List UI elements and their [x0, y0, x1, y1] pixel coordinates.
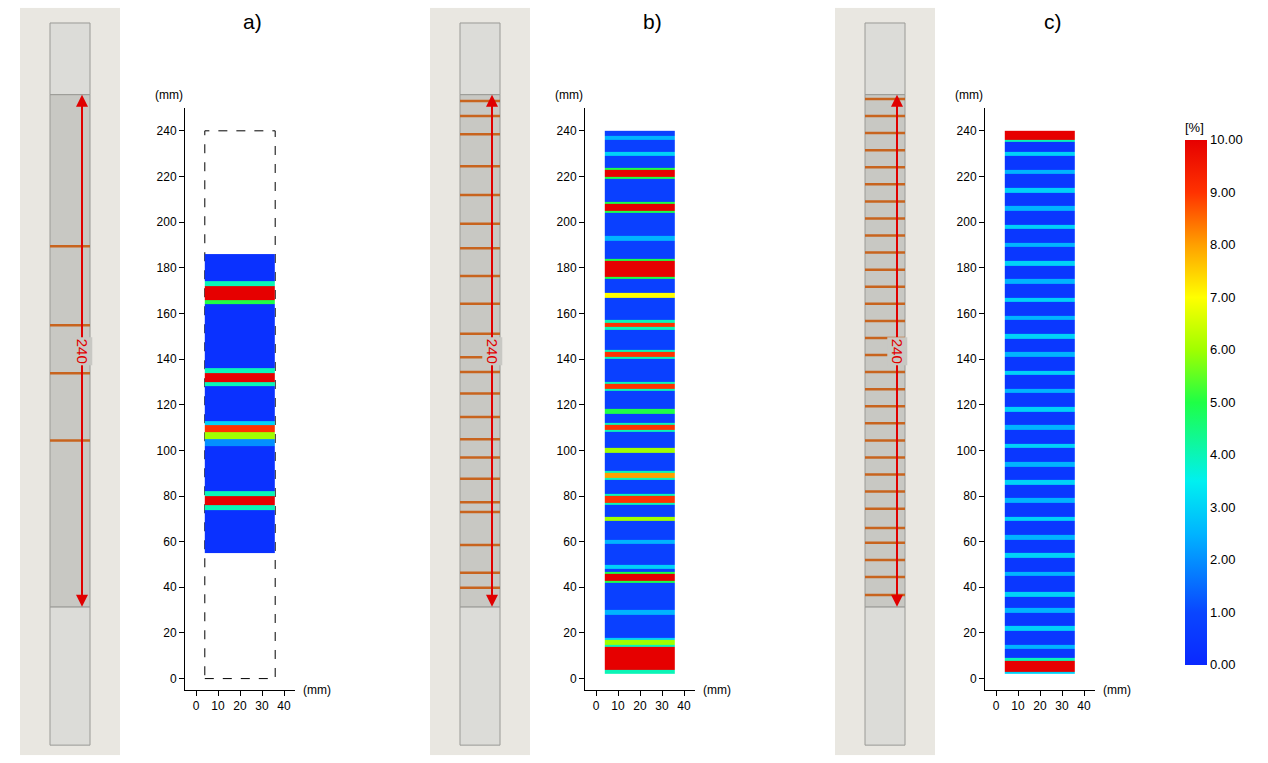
svg-text:0: 0 [193, 699, 200, 713]
svg-text:(mm): (mm) [155, 88, 183, 102]
svg-text:(mm): (mm) [703, 683, 731, 697]
svg-text:9.00: 9.00 [1210, 185, 1235, 200]
svg-text:40: 40 [277, 699, 291, 713]
svg-text:200: 200 [157, 215, 177, 229]
svg-text:200: 200 [557, 215, 577, 229]
svg-text:40: 40 [163, 580, 177, 594]
svg-text:80: 80 [963, 489, 977, 503]
svg-text:5.00: 5.00 [1210, 395, 1235, 410]
svg-text:0.00: 0.00 [1210, 657, 1235, 672]
svg-text:100: 100 [557, 444, 577, 458]
svg-text:20: 20 [633, 699, 647, 713]
svg-text:40: 40 [677, 699, 691, 713]
svg-text:240: 240 [157, 124, 177, 138]
svg-text:60: 60 [563, 535, 577, 549]
svg-text:140: 140 [957, 352, 977, 366]
svg-text:40: 40 [563, 580, 577, 594]
svg-text:30: 30 [255, 699, 269, 713]
svg-text:120: 120 [557, 398, 577, 412]
svg-text:240: 240 [484, 339, 501, 364]
svg-text:40: 40 [1077, 699, 1091, 713]
svg-text:20: 20 [163, 626, 177, 640]
svg-text:160: 160 [157, 307, 177, 321]
svg-text:30: 30 [655, 699, 669, 713]
svg-text:200: 200 [957, 215, 977, 229]
svg-text:180: 180 [557, 261, 577, 275]
svg-text:(mm): (mm) [303, 683, 331, 697]
svg-text:0: 0 [993, 699, 1000, 713]
svg-text:120: 120 [157, 398, 177, 412]
svg-text:100: 100 [157, 444, 177, 458]
svg-text:180: 180 [957, 261, 977, 275]
svg-text:220: 220 [557, 170, 577, 184]
svg-text:0: 0 [170, 672, 177, 686]
svg-text:a): a) [243, 10, 262, 33]
svg-text:180: 180 [157, 261, 177, 275]
svg-text:160: 160 [957, 307, 977, 321]
svg-text:(mm): (mm) [1103, 683, 1131, 697]
svg-text:220: 220 [157, 170, 177, 184]
svg-text:20: 20 [963, 626, 977, 640]
svg-text:0: 0 [970, 672, 977, 686]
svg-text:20: 20 [563, 626, 577, 640]
svg-text:4.00: 4.00 [1210, 447, 1235, 462]
svg-text:240: 240 [557, 124, 577, 138]
svg-text:140: 140 [557, 352, 577, 366]
svg-text:60: 60 [163, 535, 177, 549]
svg-text:240: 240 [957, 124, 977, 138]
svg-text:c): c) [1044, 10, 1062, 33]
svg-text:0: 0 [593, 699, 600, 713]
svg-text:3.00: 3.00 [1210, 500, 1235, 515]
svg-text:80: 80 [163, 489, 177, 503]
svg-text:2.00: 2.00 [1210, 552, 1235, 567]
svg-text:10: 10 [1011, 699, 1025, 713]
svg-text:[%]: [%] [1185, 120, 1204, 135]
svg-text:10: 10 [211, 699, 225, 713]
svg-text:7.00: 7.00 [1210, 290, 1235, 305]
svg-text:30: 30 [1055, 699, 1069, 713]
svg-text:240: 240 [889, 339, 906, 364]
svg-text:0: 0 [570, 672, 577, 686]
svg-text:(mm): (mm) [555, 88, 583, 102]
svg-text:1.00: 1.00 [1210, 605, 1235, 620]
svg-text:40: 40 [963, 580, 977, 594]
svg-text:8.00: 8.00 [1210, 237, 1235, 252]
svg-text:20: 20 [1033, 699, 1047, 713]
svg-text:10: 10 [611, 699, 625, 713]
svg-text:b): b) [643, 10, 662, 33]
svg-text:100: 100 [957, 444, 977, 458]
svg-text:160: 160 [557, 307, 577, 321]
svg-text:240: 240 [74, 339, 91, 364]
svg-text:6.00: 6.00 [1210, 342, 1235, 357]
svg-text:10.00: 10.00 [1210, 132, 1243, 147]
svg-text:220: 220 [957, 170, 977, 184]
svg-text:120: 120 [957, 398, 977, 412]
svg-text:60: 60 [963, 535, 977, 549]
svg-text:140: 140 [157, 352, 177, 366]
svg-text:80: 80 [563, 489, 577, 503]
svg-text:20: 20 [233, 699, 247, 713]
svg-text:(mm): (mm) [955, 88, 983, 102]
